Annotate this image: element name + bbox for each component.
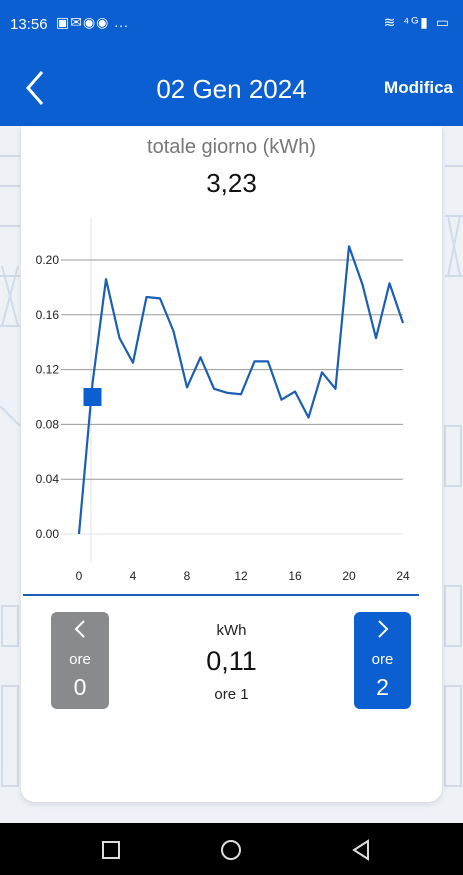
selected-hour-marker (83, 388, 102, 406)
triangle-back-icon[interactable] (346, 835, 376, 865)
x-tick-label: 16 (288, 569, 302, 583)
previous-hour-button[interactable]: ore 0 (51, 612, 109, 709)
x-tick-label: 8 (184, 569, 191, 583)
back-button[interactable] (22, 64, 62, 112)
circle-icon[interactable] (216, 835, 246, 865)
app-bar: 02 Gen 2024 Modifica (0, 52, 463, 126)
square-icon[interactable] (96, 835, 126, 865)
consumption-chart[interactable]: 0.00 0.04 0.08 0.12 0.16 0.20 0 4 8 12 16 20 24 (21, 212, 442, 592)
x-tick-label: 20 (342, 569, 356, 583)
chevron-left-icon (74, 620, 85, 638)
edit-button[interactable]: Modifica (384, 78, 453, 97)
series-line (77, 245, 405, 535)
y-tick-label: 0.16 (36, 308, 60, 322)
notification-icons: ▣✉◉◉ ... (56, 14, 129, 30)
previous-hour-label: ore (69, 651, 91, 668)
x-tick-label: 12 (234, 569, 248, 583)
daily-total-value: 3,23 (206, 168, 257, 198)
y-tick-label: 0.20 (36, 253, 60, 267)
divider (23, 594, 419, 596)
hour-label: ore 1 (214, 686, 249, 703)
x-tick-label: 24 (396, 569, 410, 583)
y-tick-label: 0.08 (36, 417, 60, 431)
status-time: 13:56 (10, 16, 48, 33)
y-tick-label: 0.04 (36, 472, 60, 486)
signal-battery-icons: ≋ ⁴ᴳ▮ ▭ (383, 14, 451, 30)
y-tick-label: 0.12 (36, 363, 60, 377)
x-tick-label: 4 (130, 569, 137, 583)
chevron-left-icon (26, 71, 44, 105)
next-hour-label: ore (371, 651, 394, 668)
background-illustration (0, 155, 463, 787)
daily-total-label: totale giorno (kWh) (147, 136, 316, 158)
x-tick-label: 0 (76, 569, 83, 583)
previous-hour-number: 0 (73, 674, 87, 700)
hour-value: 0,11 (206, 646, 257, 676)
y-tick-label: 0.00 (36, 527, 60, 541)
page-title: 02 Gen 2024 (156, 74, 307, 104)
next-hour-number: 2 (376, 674, 389, 700)
next-hour-button[interactable]: ore 2 (354, 612, 411, 709)
system-navigation-bar (0, 823, 463, 875)
chevron-right-icon (378, 620, 389, 638)
status-bar: 13:56 ▣✉◉◉ ... ≋ ⁴ᴳ▮ ▭ (0, 0, 463, 52)
unit-label: kWh (216, 622, 247, 639)
